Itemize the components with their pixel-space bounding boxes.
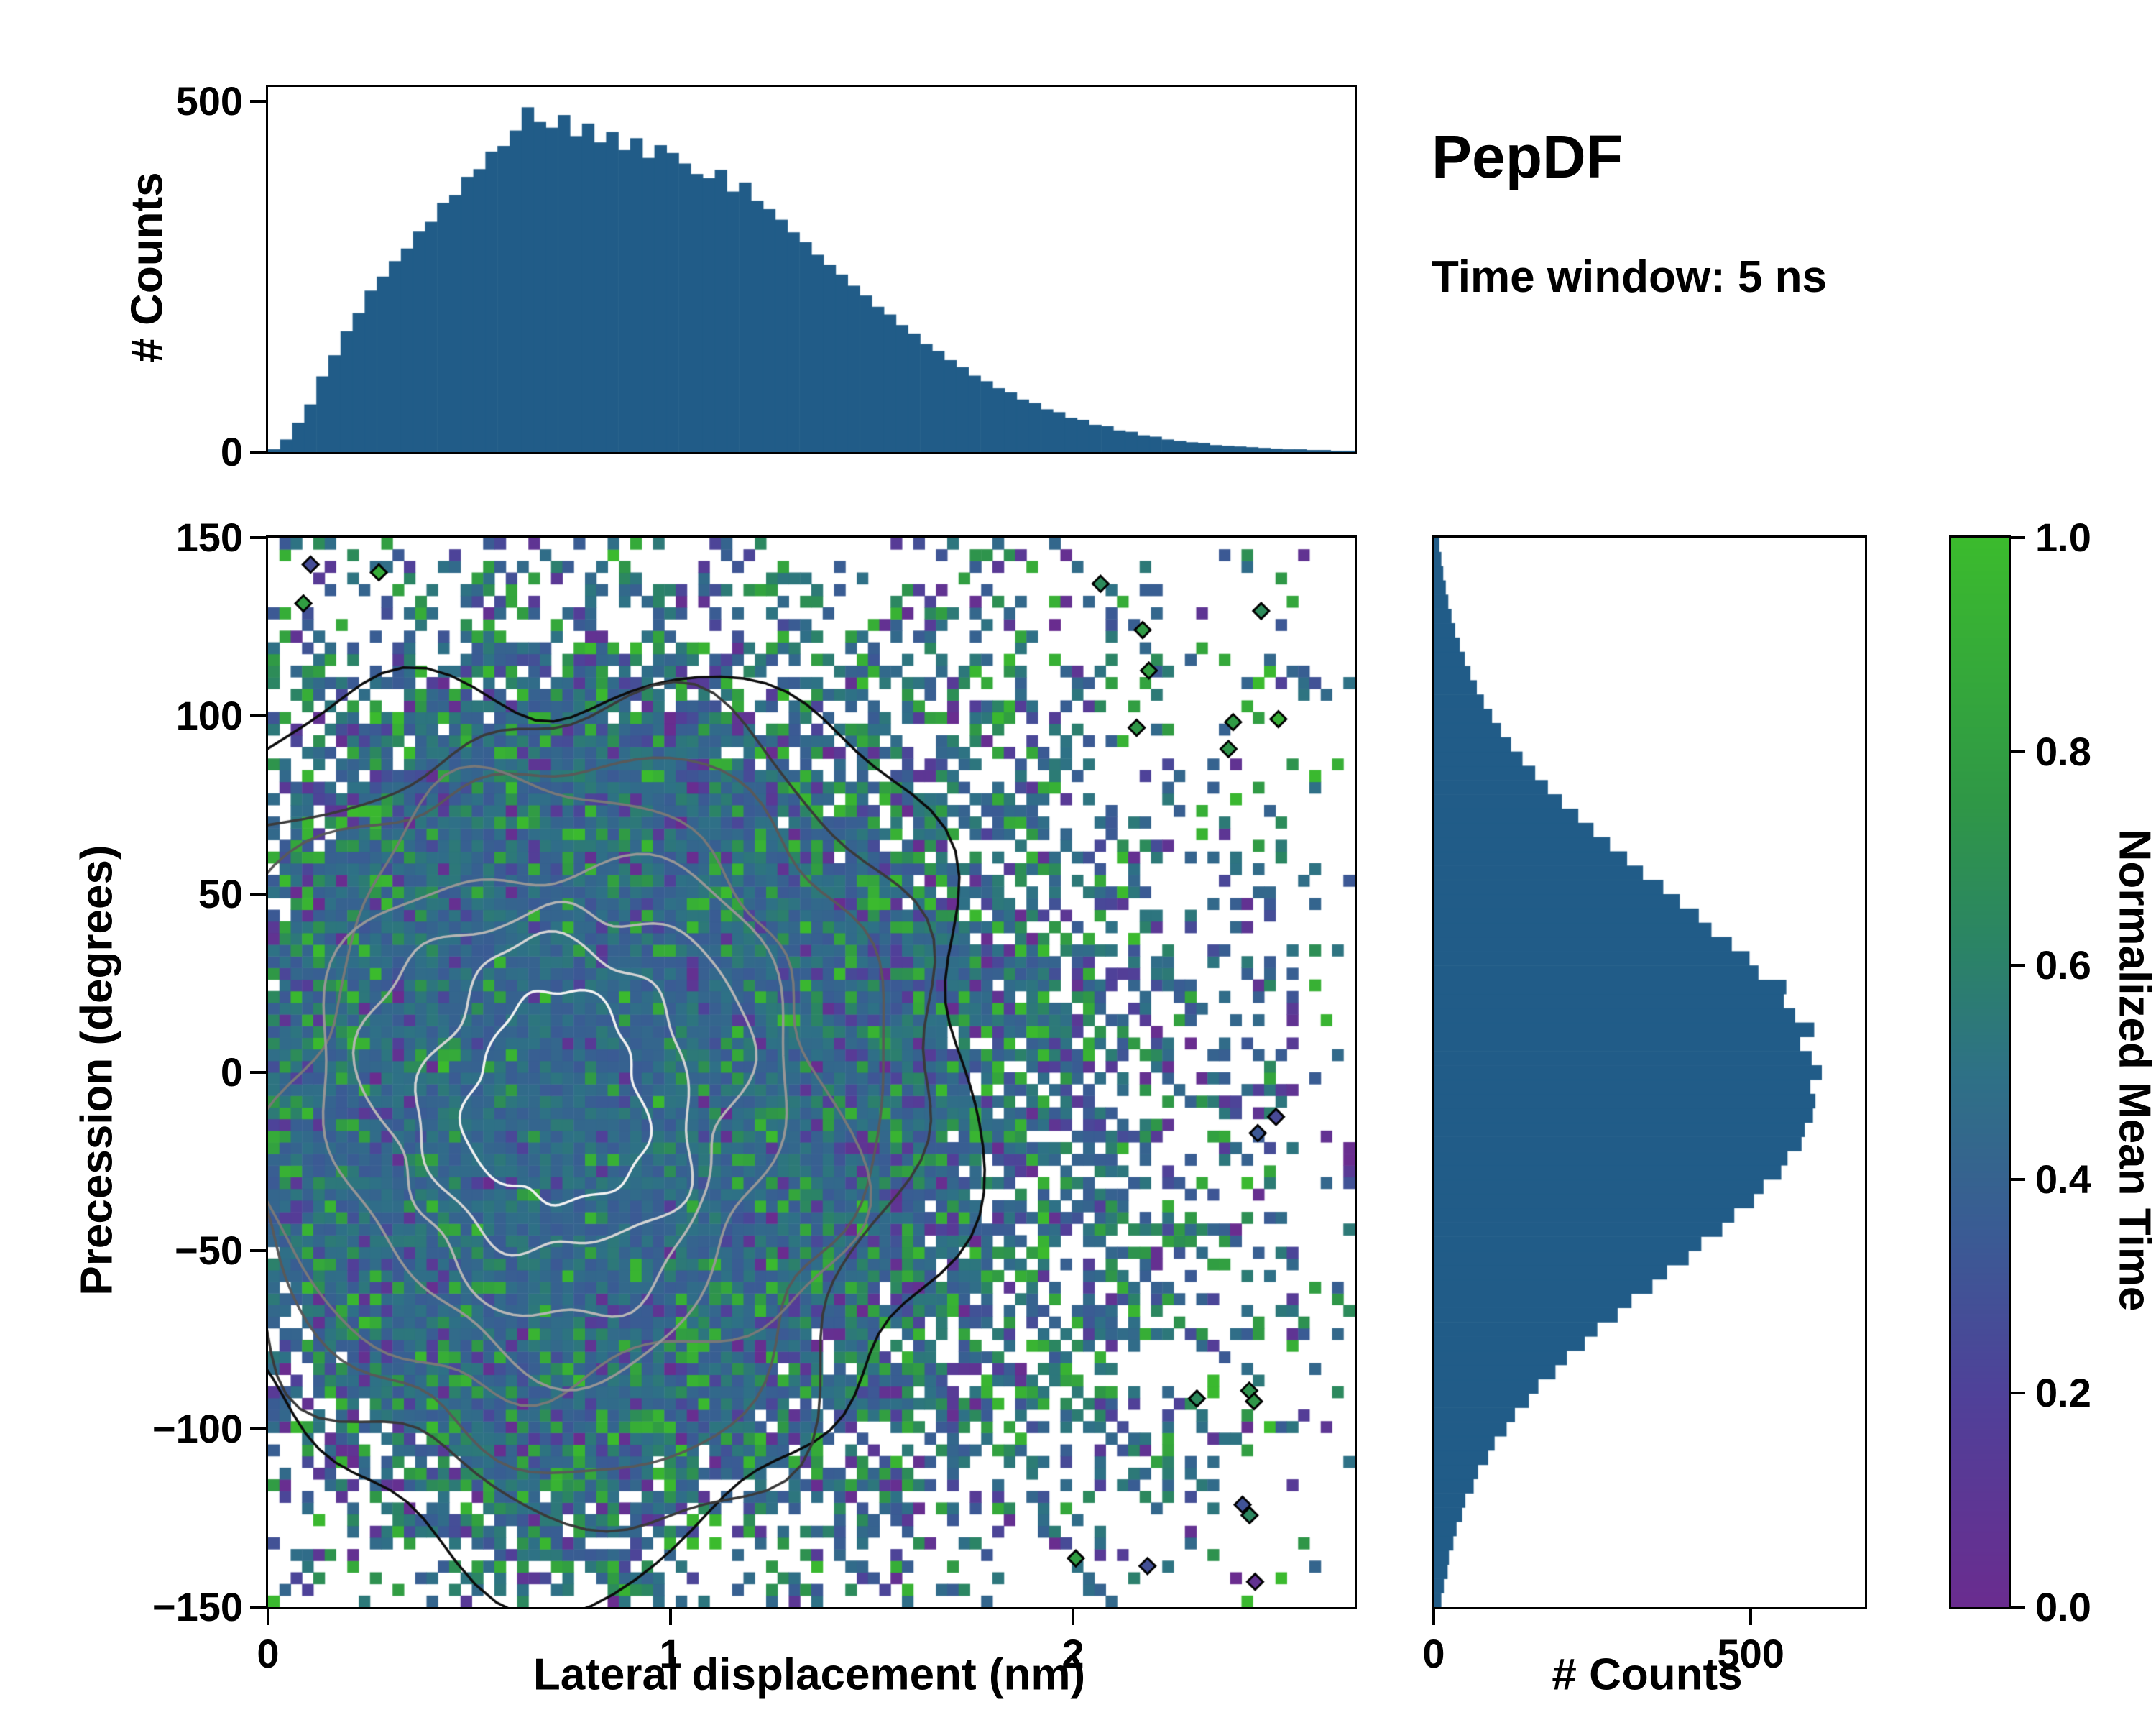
colorbar-tick-label: 0.6 [2035, 942, 2091, 988]
tick-mark [1432, 1609, 1435, 1625]
tick-mark [250, 1606, 266, 1609]
main-ytick-label: 150 [175, 515, 243, 560]
figure-subtitle: Time window: 5 ns [1432, 252, 1828, 302]
main-xtick-label: 2 [1061, 1631, 1084, 1676]
right-xtick-label: 500 [1717, 1631, 1784, 1676]
top-y-axis-label: # Counts [122, 172, 172, 363]
tick-mark [2011, 750, 2025, 753]
colorbar [1949, 535, 2011, 1609]
tick-mark [2011, 964, 2025, 967]
colorbar-tick-label: 0.8 [2035, 728, 2091, 774]
main-ytick-label: 0 [220, 1049, 243, 1095]
colorbar-tick-label: 0.0 [2035, 1584, 2091, 1629]
tick-mark [267, 1609, 270, 1625]
tick-mark [2011, 1392, 2025, 1395]
tick-mark [250, 99, 266, 103]
tick-mark [2011, 536, 2025, 539]
top-histogram-panel [266, 85, 1357, 454]
figure-title: PepDF [1432, 123, 1623, 190]
main-ytick-label: 100 [175, 693, 243, 738]
right-x-axis-label: # Counts [1552, 1650, 1743, 1700]
tick-mark [1072, 1609, 1074, 1625]
tick-mark [250, 1427, 266, 1430]
tick-mark [669, 1609, 672, 1625]
main-ytick-label: −150 [152, 1584, 243, 1629]
colorbar-tick-label: 0.2 [2035, 1370, 2091, 1416]
right-histogram-panel [1432, 535, 1867, 1609]
colorbar-canvas [1951, 538, 2009, 1607]
main-ytick-label: 50 [198, 871, 243, 916]
tick-mark [1749, 1609, 1753, 1625]
main-x-axis-label: Lateral displacement (nm) [533, 1650, 1086, 1700]
colorbar-label: Normalized Mean Time [2109, 829, 2156, 1312]
tick-mark [250, 893, 266, 896]
colorbar-tick-label: 0.4 [2035, 1156, 2091, 1202]
top-ytick-label: 0 [220, 429, 243, 474]
tick-mark [250, 1249, 266, 1252]
main-ytick-label: −100 [152, 1406, 243, 1451]
top-histogram-canvas [268, 87, 1355, 452]
colorbar-tick-label: 1.0 [2035, 515, 2091, 560]
right-xtick-label: 0 [1422, 1631, 1445, 1676]
main-xtick-label: 1 [659, 1631, 682, 1676]
tick-mark [250, 1071, 266, 1074]
top-ytick-label: 500 [175, 78, 243, 124]
joint-heatmap-canvas [268, 538, 1355, 1607]
main-ytick-label: −50 [175, 1228, 243, 1273]
tick-mark [250, 714, 266, 717]
tick-mark [2011, 1606, 2025, 1609]
main-xtick-label: 0 [257, 1631, 280, 1676]
tick-mark [250, 451, 266, 454]
tick-mark [2011, 1177, 2025, 1181]
joint-heatmap-panel [266, 535, 1357, 1609]
right-histogram-canvas [1434, 538, 1865, 1607]
tick-mark [250, 536, 266, 539]
